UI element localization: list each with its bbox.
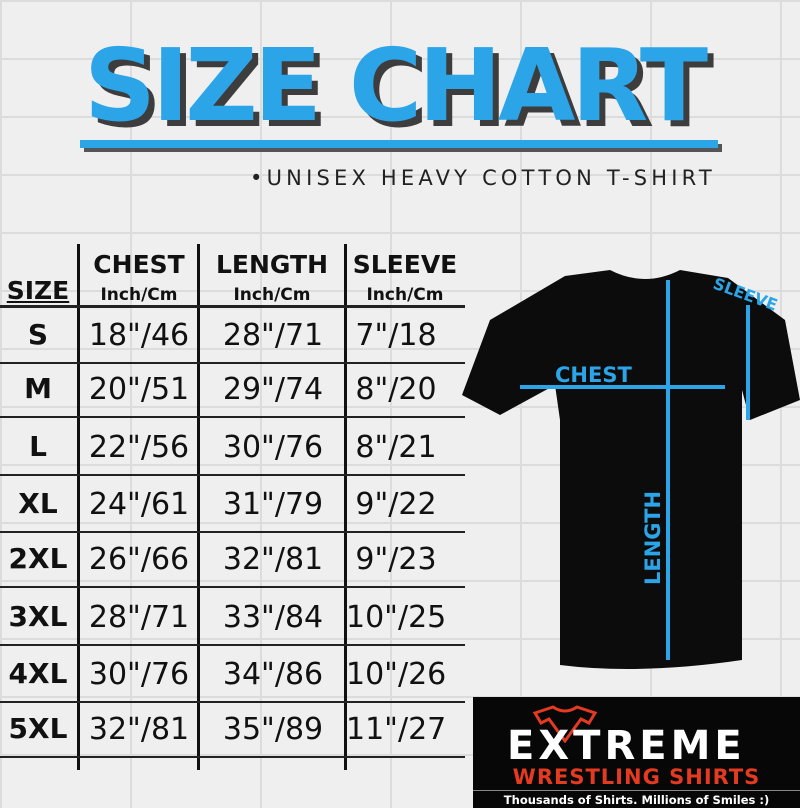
column-divider [197, 244, 200, 770]
chest-cell: 18"/46 [88, 318, 190, 353]
tshirt-icon [462, 270, 800, 669]
sleeve-cell: 8"/21 [355, 430, 437, 465]
length-label: LENGTH [641, 491, 665, 585]
tshirt-diagram: CHEST LENGTH SLEEVE [462, 270, 800, 669]
row-divider [0, 644, 465, 646]
sleeve-cell: 8"/20 [355, 372, 437, 407]
logo-subtitle: WRESTLING SHIRTS [512, 765, 761, 789]
sleeve-cell: 11"/27 [346, 712, 447, 747]
size-cell: 2XL [8, 542, 68, 575]
size-header: SIZE [6, 276, 70, 305]
column-header-sleeve: SLEEVE [352, 250, 458, 279]
sleeve-cell: 9"/22 [355, 487, 437, 522]
size-cell: 4XL [8, 657, 68, 690]
column-header-length: LENGTH [216, 250, 328, 279]
length-cell: 34"/86 [222, 657, 324, 692]
row-divider [0, 416, 465, 418]
column-divider [77, 244, 80, 770]
row-divider [0, 474, 465, 476]
chest-cell: 22"/56 [88, 430, 190, 465]
size-cell: 5XL [8, 712, 68, 745]
row-divider [0, 756, 465, 758]
length-cell: 32"/81 [222, 542, 324, 577]
sleeve-cell: 7"/18 [355, 318, 437, 353]
size-cell: 3XL [8, 600, 68, 633]
size-cell: XL [18, 487, 58, 520]
row-divider [0, 701, 465, 703]
size-cell: S [27, 318, 49, 351]
sleeve-cell: 9"/23 [355, 542, 437, 577]
length-cell: 33"/84 [222, 600, 324, 635]
subtitle: •UNISEX HEAVY COTTON T-SHIRT [250, 166, 716, 190]
length-cell: 29"/74 [222, 372, 324, 407]
column-unit-length: Inch/Cm [233, 285, 311, 305]
header-divider [0, 305, 465, 308]
logo-tagline: Thousands of Shirts. Millions of Smiles … [473, 790, 800, 807]
row-divider [0, 531, 465, 533]
column-divider [344, 244, 347, 770]
chest-cell: 24"/61 [88, 487, 190, 522]
size-cell: L [29, 430, 47, 463]
shirt-logo-icon [532, 705, 598, 743]
chest-cell: 26"/66 [88, 542, 190, 577]
brand-logo: EXTREME WRESTLING SHIRTS Thousands of Sh… [473, 697, 800, 808]
size-cell: M [24, 372, 52, 405]
sleeve-cell: 10"/26 [346, 657, 447, 692]
length-cell: 30"/76 [222, 430, 324, 465]
length-cell: 35"/89 [222, 712, 324, 747]
length-cell: 31"/79 [222, 487, 324, 522]
column-unit-chest: Inch/Cm [100, 285, 178, 305]
row-divider [0, 362, 465, 364]
chest-cell: 32"/81 [88, 712, 190, 747]
title-underline [80, 140, 718, 148]
page-title: SIZE CHART [84, 27, 708, 144]
logo-name: EXTREME [507, 723, 746, 769]
chest-cell: 30"/76 [88, 657, 190, 692]
chest-label: CHEST [555, 363, 632, 387]
column-header-chest: CHEST [93, 250, 185, 279]
chest-cell: 20"/51 [88, 372, 190, 407]
sleeve-cell: 10"/25 [346, 600, 447, 635]
chest-cell: 28"/71 [88, 600, 190, 635]
length-cell: 28"/71 [222, 318, 324, 353]
column-unit-sleeve: Inch/Cm [366, 285, 444, 305]
row-divider [0, 586, 465, 588]
